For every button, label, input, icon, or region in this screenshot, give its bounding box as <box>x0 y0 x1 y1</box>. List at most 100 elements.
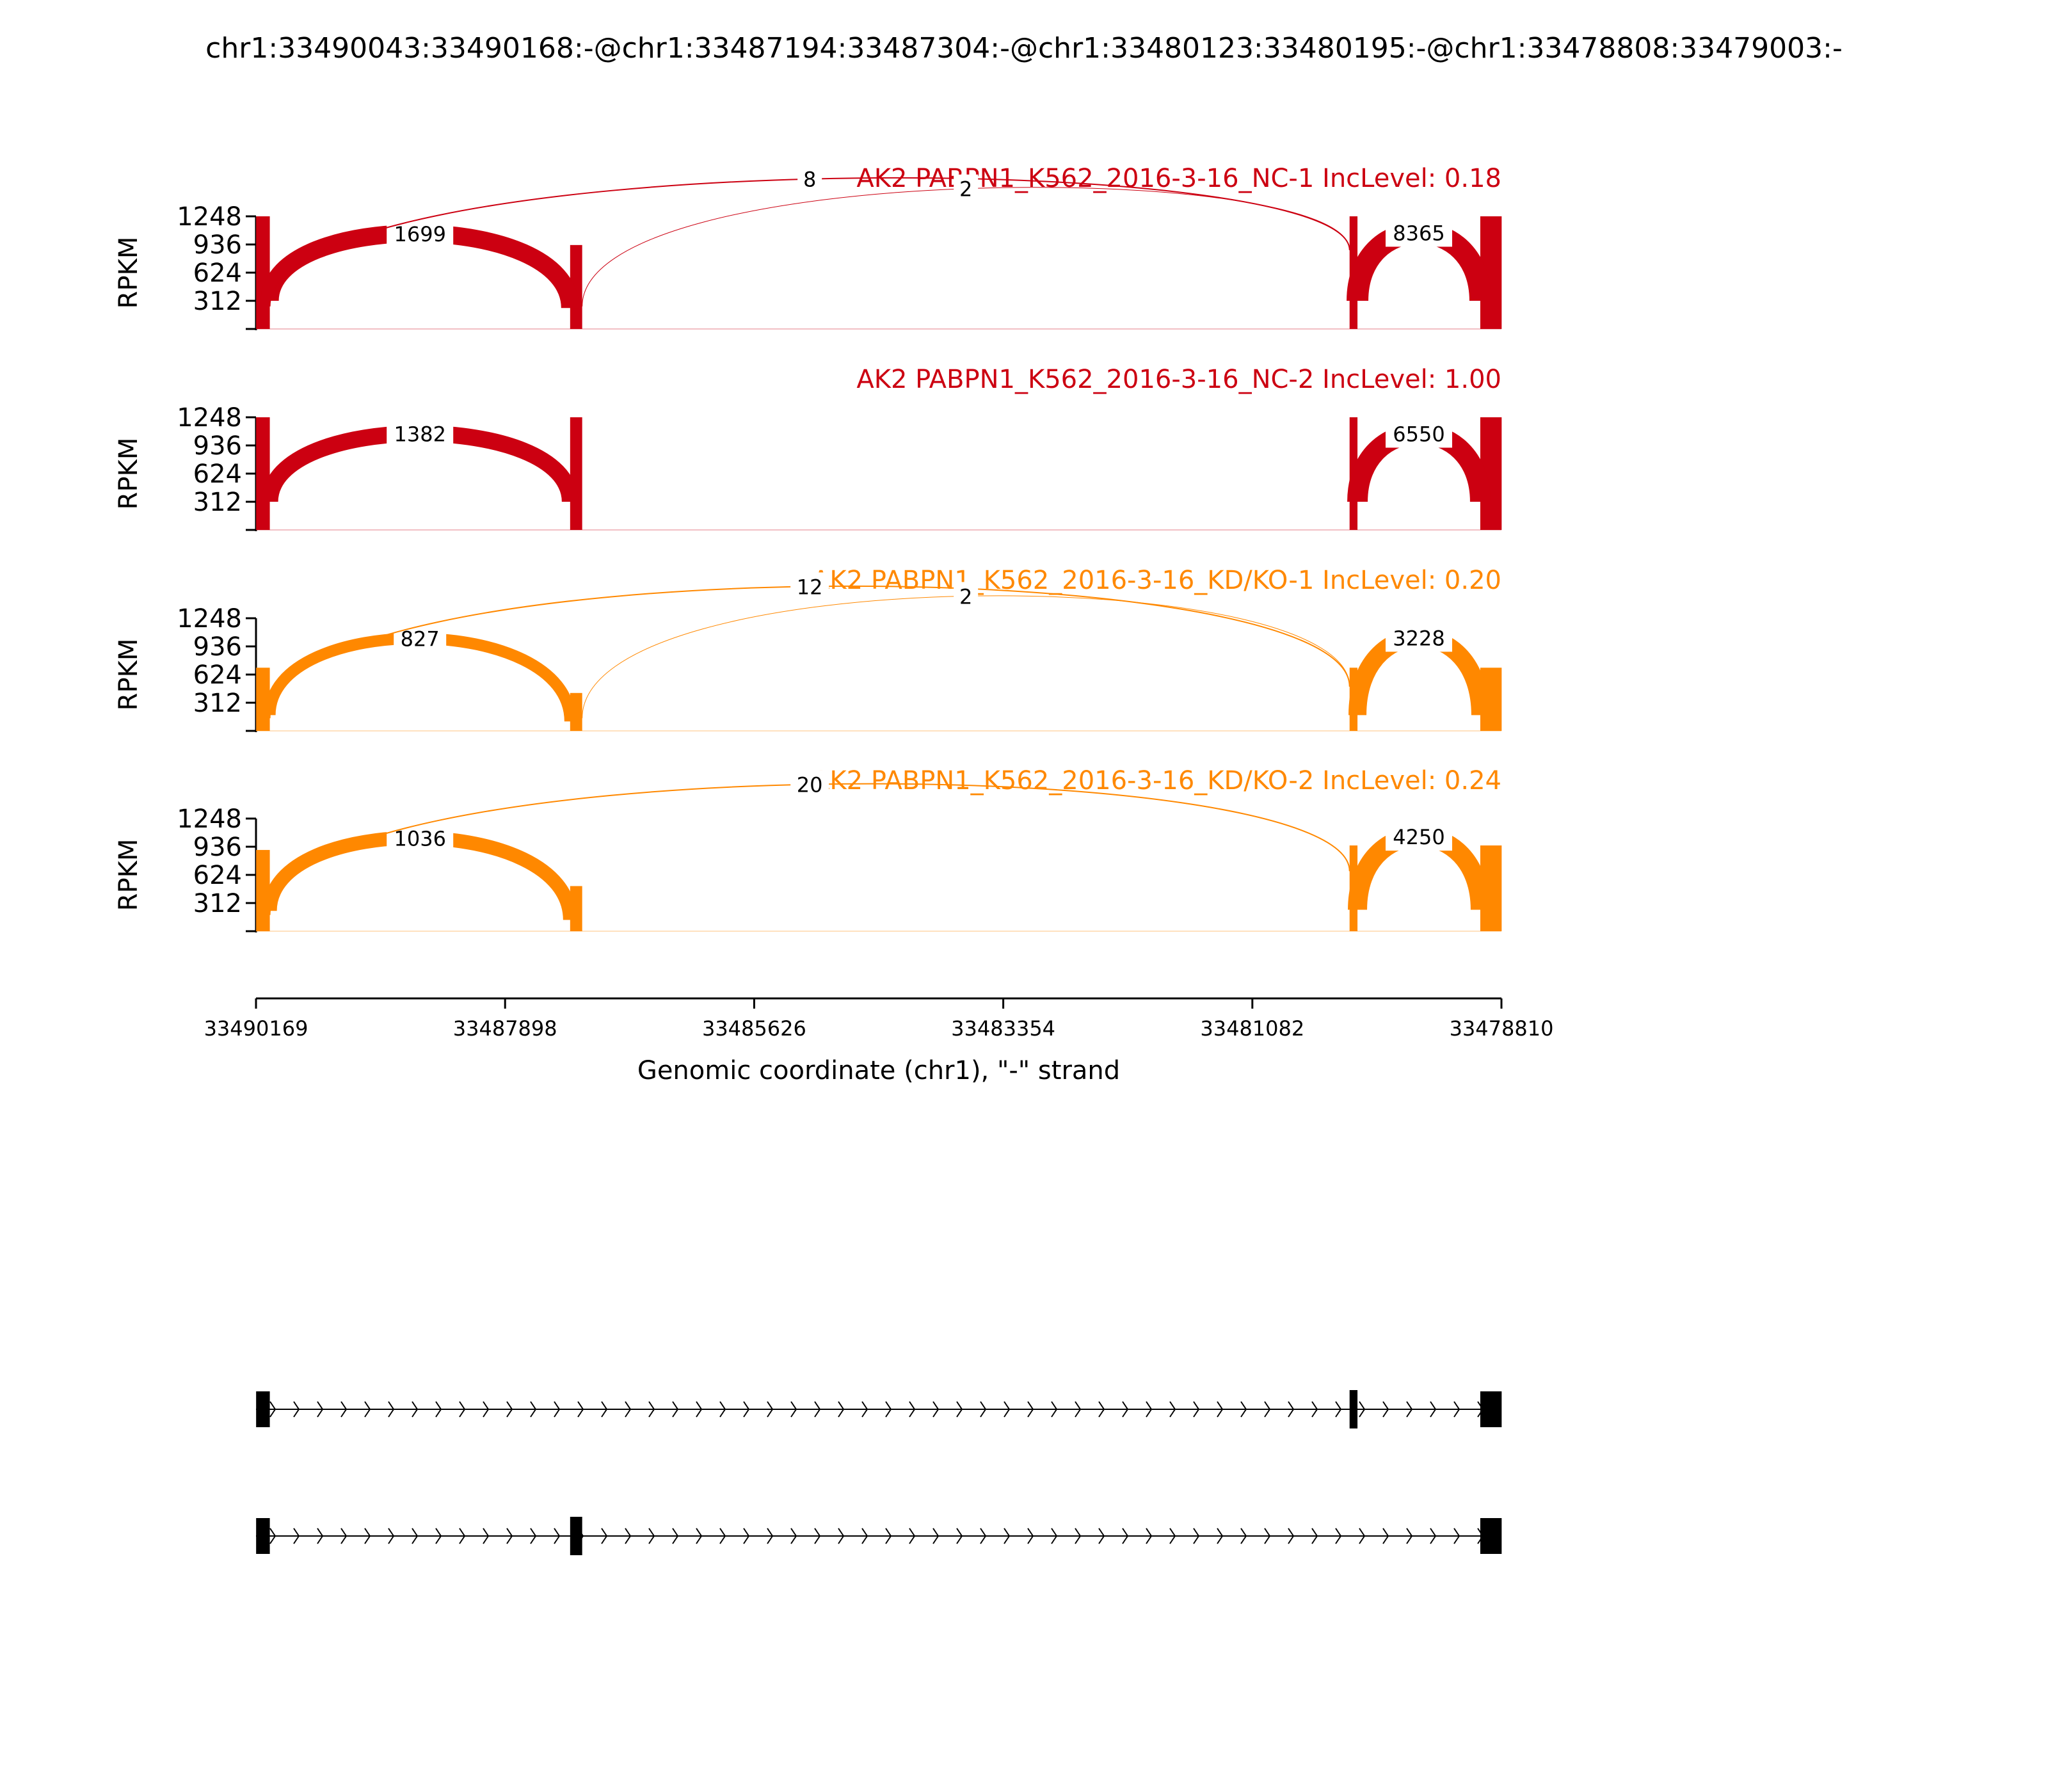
junction-count-label: 2 <box>959 177 972 202</box>
strand-arrow <box>1240 1401 1247 1418</box>
y-axis-label: RPKM <box>114 438 143 510</box>
strand-arrow <box>1051 1401 1058 1418</box>
strand-arrow <box>530 1401 537 1418</box>
strand-arrow <box>364 1401 371 1418</box>
strand-arrow <box>1406 1528 1413 1544</box>
strand-arrow <box>1264 1401 1271 1418</box>
junction-label-bg <box>1385 822 1452 851</box>
strand-arrow <box>530 1528 537 1544</box>
strand-arrow <box>790 1528 797 1544</box>
strand-arrow <box>625 1528 632 1544</box>
strand-arrow <box>506 1528 513 1544</box>
junction-label-bg <box>790 572 829 601</box>
strand-arrow <box>364 1528 371 1544</box>
strand-arrow <box>909 1528 916 1544</box>
junction-count-label: 8 <box>803 168 816 192</box>
strand-arrow <box>696 1528 703 1544</box>
strand-arrow <box>1359 1401 1366 1418</box>
strand-arrow <box>956 1528 963 1544</box>
strand-arrow <box>838 1401 845 1418</box>
strand-arrow <box>317 1401 324 1418</box>
y-axis-label: RPKM <box>114 237 143 309</box>
coverage-exon-1 <box>256 216 270 329</box>
y-tick-label: 1248 <box>177 604 242 634</box>
strand-arrow <box>1288 1528 1295 1544</box>
x-axis-label: Genomic coordinate (chr1), "-" strand <box>637 1056 1120 1085</box>
strand-arrow <box>790 1401 797 1418</box>
strand-arrow <box>459 1401 466 1418</box>
strand-arrow <box>885 1528 892 1544</box>
y-tick-label: 312 <box>193 287 242 316</box>
figure-title: chr1:33490043:33490168:-@chr1:33487194:3… <box>205 32 1843 65</box>
strand-arrow <box>1382 1528 1389 1544</box>
exon-block <box>1480 1391 1502 1427</box>
strand-arrow <box>814 1401 821 1418</box>
y-tick-label: 1248 <box>177 403 242 433</box>
y-tick-label: 624 <box>193 660 242 690</box>
strand-arrow <box>293 1401 300 1418</box>
y-tick-label: 936 <box>193 833 242 862</box>
strand-arrow <box>1122 1528 1129 1544</box>
strand-arrow <box>648 1528 655 1544</box>
strand-arrow <box>1453 1401 1460 1418</box>
strand-arrow <box>1406 1401 1413 1418</box>
strand-arrow <box>601 1401 608 1418</box>
junction-count-label: 1036 <box>394 826 445 851</box>
exon-block <box>1349 1390 1358 1428</box>
strand-arrow <box>672 1528 679 1544</box>
junction-label-bg <box>1385 623 1452 652</box>
coverage-exon-1 <box>256 417 270 530</box>
isoform-2 <box>256 1517 1502 1555</box>
track-3: AK2 PABPN1_K562_2016-3-16_KD/KO-1 IncLev… <box>114 566 1502 732</box>
strand-arrow <box>1453 1528 1460 1544</box>
strand-arrow <box>1288 1401 1295 1418</box>
strand-arrow <box>1027 1528 1034 1544</box>
isoform-1 <box>256 1390 1502 1428</box>
strand-arrow <box>412 1401 419 1418</box>
junction-label-bg <box>954 582 979 611</box>
junction-label-bg <box>394 624 447 653</box>
strand-arrow <box>1240 1528 1247 1544</box>
strand-arrow <box>1217 1401 1224 1418</box>
strand-arrow <box>1359 1528 1366 1544</box>
strand-arrow <box>554 1401 561 1418</box>
strand-arrow <box>601 1528 608 1544</box>
strand-arrow <box>861 1401 868 1418</box>
strand-arrow <box>648 1401 655 1418</box>
x-tick-label: 33481082 <box>1200 1016 1304 1041</box>
strand-arrow <box>696 1401 703 1418</box>
tracks: AK2 PABPN1_K562_2016-3-16_NC-1 IncLevel:… <box>114 164 1502 932</box>
strand-arrow <box>980 1528 987 1544</box>
strand-arrow <box>293 1528 300 1544</box>
junction-count-label: 6550 <box>1393 422 1444 447</box>
junction-count-label: 827 <box>401 627 440 652</box>
x-tick-label: 33483354 <box>951 1016 1055 1041</box>
strand-arrow <box>980 1401 987 1418</box>
x-axis: 33490169 33487898 33485626 33483354 33481082… <box>204 997 1553 1085</box>
y-tick-label: 1248 <box>177 804 242 834</box>
strand-arrow <box>1311 1528 1318 1544</box>
track-4: AK2 PABPN1_K562_2016-3-16_KD/KO-2 IncLev… <box>114 766 1502 932</box>
track-title: AK2 PABPN1_K562_2016-3-16_KD/KO-1 IncLev… <box>812 566 1501 595</box>
strand-arrow <box>743 1401 750 1418</box>
junction-count-label: 1699 <box>394 222 445 246</box>
junction-arc <box>582 187 1350 307</box>
track-2: AK2 PABPN1_K562_2016-3-16_NC-2 IncLevel:… <box>114 365 1502 531</box>
junction-label-bg <box>387 419 454 448</box>
strand-arrow <box>861 1528 868 1544</box>
strand-arrow <box>932 1528 940 1544</box>
strand-arrow <box>388 1401 395 1418</box>
track-title: AK2 PABPN1_K562_2016-3-16_KD/KO-2 IncLev… <box>812 766 1501 796</box>
strand-arrow <box>838 1528 845 1544</box>
strand-arrow <box>1311 1401 1318 1418</box>
x-tick-label: 33490169 <box>204 1016 308 1041</box>
strand-arrow <box>577 1401 584 1418</box>
junction-arc <box>582 595 1350 719</box>
strand-arrow <box>625 1401 632 1418</box>
strand-arrow <box>435 1528 442 1544</box>
junction-count-label: 8365 <box>1393 221 1444 246</box>
strand-arrow <box>340 1401 348 1418</box>
strand-arrow <box>459 1528 466 1544</box>
y-tick-label: 624 <box>193 460 242 489</box>
